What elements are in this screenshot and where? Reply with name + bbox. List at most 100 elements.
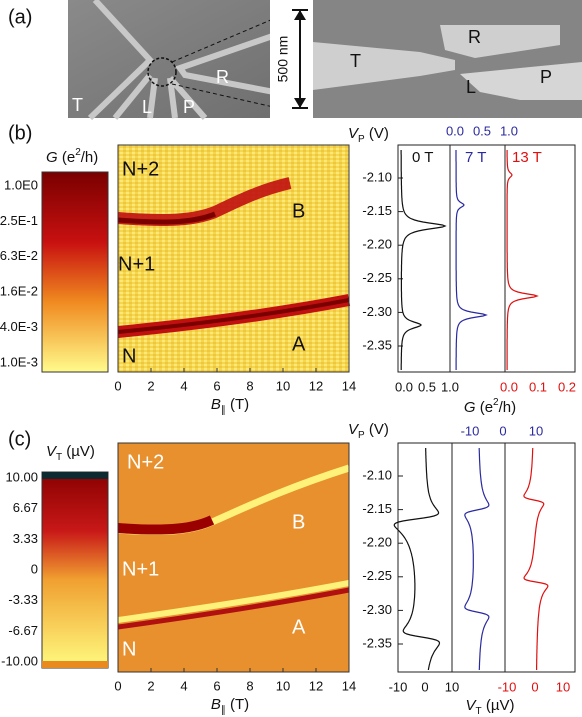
map-label: B [292, 511, 305, 533]
image-label: T [350, 51, 361, 71]
image-label: T [72, 95, 83, 115]
bottom-tick-label: -10 [389, 679, 408, 694]
x-tick-label: 0 [114, 378, 121, 393]
scale-bar-label: 500 nm [275, 36, 291, 83]
x-axis-label: B∥ (T) [211, 696, 249, 716]
field-label: 0 T [412, 149, 433, 166]
unit: (e [58, 149, 76, 166]
symbol: V [46, 443, 58, 460]
map-label: A [292, 333, 306, 355]
y-tick-label: -2.20 [362, 237, 392, 252]
map-label: N+1 [118, 253, 155, 275]
colorbar-tick-label: 1.6E-2 [0, 284, 38, 299]
top-tick-label: 0.5 [473, 123, 491, 138]
trace-0t [393, 448, 441, 671]
x-tick-label: 6 [213, 678, 220, 693]
electrode-t [313, 42, 455, 90]
bottom-tick-label: -10 [498, 679, 517, 694]
unit: (µV) [482, 697, 515, 714]
map-label: N+1 [122, 558, 159, 580]
bottom-tick-label: 0.0 [500, 379, 518, 394]
colorbar-tick-label: -10.00 [1, 654, 38, 669]
x-tick-label: 10 [276, 378, 290, 393]
x-tick-label: 14 [342, 678, 356, 693]
heatmap [118, 145, 349, 372]
heatmap-frame [117, 442, 350, 673]
bottom-tick-label: 0.1 [529, 379, 547, 394]
colorbar-underflow [42, 661, 108, 668]
top-tick-label: 10 [529, 423, 543, 438]
y-axis-label: VP (V) [348, 421, 389, 441]
map-label: B [292, 200, 305, 222]
x-tick-label: 8 [246, 378, 253, 393]
colorbar-title: G (e2/h) [46, 147, 98, 166]
resonance-b-core [117, 515, 215, 535]
symbol: B [211, 396, 221, 413]
colorbar [41, 171, 109, 373]
symbol: V [348, 421, 360, 438]
x-tick-label: 2 [147, 378, 154, 393]
colorbar [41, 471, 109, 669]
colorbar-tick-label: -3.33 [8, 592, 38, 607]
colorbar-tick-label: 1.0E-3 [0, 354, 38, 369]
y-tick-label: -2.20 [362, 535, 392, 550]
y-tick-label: -2.15 [362, 203, 392, 218]
image-label: L [466, 77, 476, 97]
y-tick-label: -2.15 [362, 501, 392, 516]
bottom-tick-label: 10 [445, 679, 459, 694]
unit: (T) [226, 696, 249, 713]
bottom-tick-label: 1.0 [441, 379, 459, 394]
y-tick-label: -2.25 [362, 270, 392, 285]
map-label: N [122, 345, 136, 367]
image-label: R [468, 27, 481, 47]
resonance-a-core [117, 587, 350, 630]
image-label: L [142, 97, 152, 117]
top-tick-label: -10 [461, 423, 480, 438]
x-tick-label: 6 [213, 378, 220, 393]
unit: (µV) [62, 443, 95, 460]
image-label: P [540, 67, 552, 87]
y-tick-label: -2.30 [362, 602, 392, 617]
top-tick-label: 0.0 [446, 123, 464, 138]
unit: (V) [365, 421, 389, 438]
y-tick-label: -2.35 [362, 337, 392, 352]
plot-frame [397, 144, 576, 373]
bottom-tick-label: 0.5 [418, 379, 436, 394]
colorbar-tick-label: 0 [31, 562, 38, 577]
symbol: B [211, 696, 221, 713]
x-axis-label: G (e2/h) [464, 397, 516, 416]
y-tick-label: -2.25 [362, 568, 392, 583]
unit-sup: 2 [75, 147, 81, 158]
colorbar-tick-label: -6.67 [8, 623, 38, 638]
colorbar-overflow [42, 472, 108, 479]
colorbar-tick-label: 6.3E-2 [0, 248, 38, 263]
scale-bar-bg [270, 0, 313, 118]
colorbar-tick-label: 4.0E-3 [0, 319, 38, 334]
subscript: T [56, 452, 62, 463]
subscript: T [476, 706, 482, 717]
map-label: N+2 [122, 158, 159, 180]
resonance-b-core [117, 211, 216, 225]
zoom-circle [147, 57, 177, 87]
y-tick-label: -2.10 [362, 169, 392, 184]
field-label: 13 T [512, 149, 542, 166]
x-tick-label: 10 [276, 678, 290, 693]
x-axis-label: VT (µV) [466, 697, 515, 717]
image-label: R [216, 67, 229, 87]
scale-bar-arrows [294, 10, 306, 108]
subscript: P [358, 134, 365, 145]
colorbar-title: VT (µV) [46, 443, 95, 463]
resonance-a [117, 580, 350, 623]
colorbar-tick-label: 3.33 [13, 531, 38, 546]
unit: (e [476, 399, 494, 416]
trace-13t [523, 447, 549, 670]
x-tick-label: 14 [342, 378, 356, 393]
map-label: N+2 [127, 451, 164, 473]
bottom-tick-label: 0 [531, 679, 538, 694]
x-tick-label: 12 [309, 378, 323, 393]
unit-sup: 2 [493, 397, 499, 408]
unit: (T) [226, 396, 249, 413]
x-tick-label: 8 [246, 678, 253, 693]
panel-label: (a) [8, 6, 32, 28]
unit: /h) [81, 149, 99, 166]
